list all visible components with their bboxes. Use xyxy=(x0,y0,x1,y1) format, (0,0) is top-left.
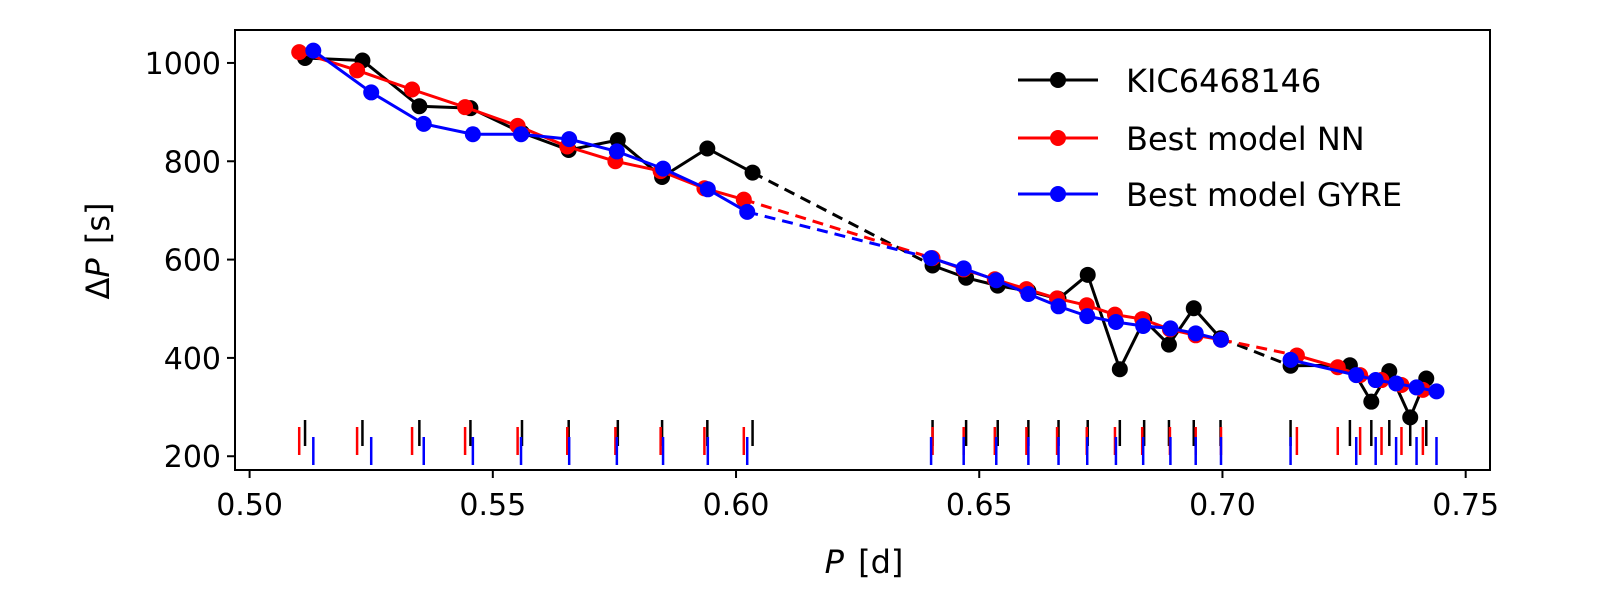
series-nn-point xyxy=(735,191,752,208)
series-nn-point xyxy=(291,44,308,61)
legend-label-gyre: Best model GYRE xyxy=(1126,176,1402,214)
legend-marker-kic6468146 xyxy=(1050,72,1066,88)
series-gyre-point xyxy=(1107,314,1124,331)
series-gyre-point xyxy=(655,160,672,177)
series-gyre-point xyxy=(1020,286,1037,302)
legend: KIC6468146 Best model NN Best model GYRE xyxy=(1018,62,1402,214)
series-gyre-point xyxy=(415,115,432,132)
series-nn-gap-line-0 xyxy=(743,198,933,260)
series-kic6468146-gap-line-1 xyxy=(1219,336,1292,368)
x-tick-label: 0.65 xyxy=(946,488,1013,523)
series-gyre-point xyxy=(1213,331,1230,348)
series-nn-gap-line-1 xyxy=(1220,338,1298,357)
series-nn-point xyxy=(349,62,366,79)
series-kic6468146-point xyxy=(411,98,428,115)
x-tick-label: 0.70 xyxy=(1189,488,1256,523)
series-gyre-point xyxy=(305,42,322,59)
y-tick-label: 400 xyxy=(164,342,221,377)
x-tick-label: 0.75 xyxy=(1432,488,1499,523)
legend-entry-kic6468146: KIC6468146 xyxy=(1018,62,1321,100)
legend-label-nn: Best model NN xyxy=(1126,120,1365,158)
series-kic6468146-point xyxy=(1160,336,1177,353)
series-nn-point xyxy=(404,81,421,98)
series-kic6468146-line-1 xyxy=(932,264,1222,371)
series-gyre-point xyxy=(1388,375,1405,392)
series-gyre-point xyxy=(1187,325,1204,342)
y-tick-label: 800 xyxy=(164,145,221,180)
series-gyre-gap-line-0 xyxy=(746,210,932,260)
y-axis-title: ΔP [s] xyxy=(79,203,117,300)
axes: 0.50 0.55 0.60 0.65 0.70 0.75 200 400 600 800 1000 xyxy=(145,29,1499,523)
series-gyre-point xyxy=(1079,308,1096,325)
x-tick-label: 0.60 xyxy=(703,488,770,523)
series-gyre xyxy=(305,42,1445,465)
series-gyre-point xyxy=(561,131,578,148)
y-tick-label: 200 xyxy=(164,440,221,475)
series-gyre-point xyxy=(1348,367,1365,384)
legend-entry-gyre: Best model GYRE xyxy=(1018,176,1402,214)
legend-marker-gyre xyxy=(1050,186,1066,202)
series-gyre-point xyxy=(363,84,380,101)
series-kic6468146-point xyxy=(699,140,716,157)
series-gyre-point xyxy=(464,126,481,143)
series-gyre-point xyxy=(923,250,940,267)
y-tick-label: 600 xyxy=(164,244,221,279)
legend-label-kic6468146: KIC6468146 xyxy=(1126,62,1321,100)
series-kic6468146-point xyxy=(1079,266,1096,283)
x-axis-title: P [d] xyxy=(825,543,904,581)
x-tick-label: 0.50 xyxy=(216,488,283,523)
series-kic6468146-point xyxy=(1185,300,1202,317)
series-nn xyxy=(291,44,1431,455)
y-tick-label: 1000 xyxy=(145,47,221,82)
series-gyre-point xyxy=(988,272,1005,289)
series-kic6468146-point xyxy=(1363,393,1380,410)
plot-inner xyxy=(291,42,1445,465)
x-tick-label: 0.55 xyxy=(459,488,526,523)
plot-area xyxy=(291,42,1445,465)
legend-marker-nn xyxy=(1050,130,1066,146)
series-gyre-point xyxy=(1367,372,1384,389)
series-gyre-line-0 xyxy=(312,49,748,214)
series-kic6468146-point xyxy=(744,164,761,181)
series-gyre-point xyxy=(955,260,972,277)
series-gyre-point xyxy=(1050,298,1067,315)
series-gyre-point xyxy=(1282,351,1299,368)
series-gyre-point xyxy=(608,143,625,160)
series-gyre-point xyxy=(513,126,530,143)
series-gyre-point xyxy=(739,203,756,220)
series-gyre-point xyxy=(1135,317,1152,334)
series-kic6468146-point xyxy=(1402,409,1419,426)
series-gyre-point xyxy=(1428,383,1445,400)
series-gyre-point xyxy=(1162,320,1179,337)
plot-frame xyxy=(234,29,1491,471)
series-gyre-point xyxy=(699,181,716,198)
series-kic6468146-point xyxy=(1111,361,1128,378)
series-gyre-point xyxy=(1408,379,1425,396)
legend-entry-nn: Best model NN xyxy=(1018,120,1365,158)
series-nn-point xyxy=(457,99,474,116)
